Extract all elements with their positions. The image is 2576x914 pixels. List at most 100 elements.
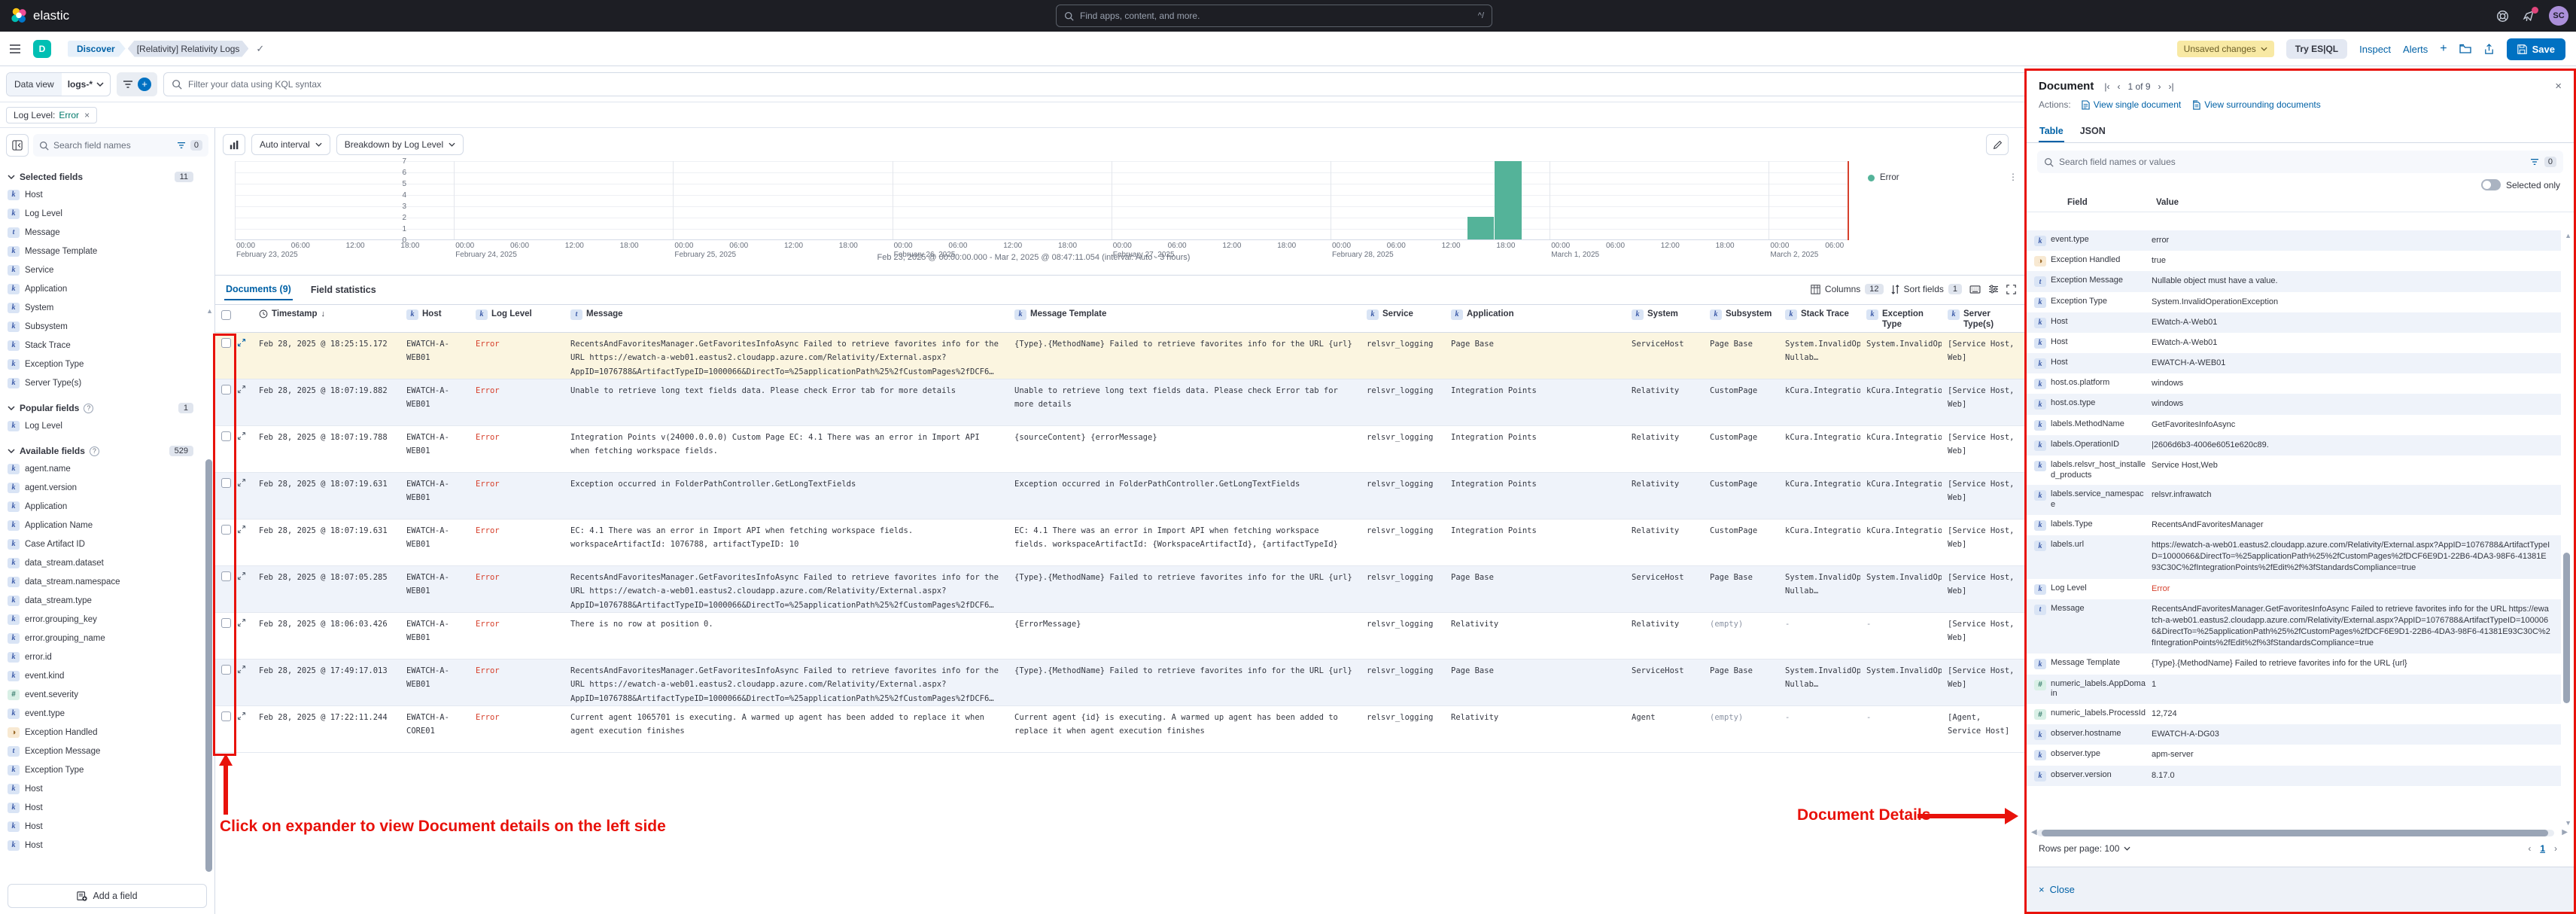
prev-doc-icon[interactable]: ‹ [2117, 81, 2120, 92]
filter-icon[interactable] [123, 80, 133, 89]
sidebar-field-item[interactable]: kServer Type(s) [0, 373, 214, 392]
sidebar-field-item[interactable]: kException Type [0, 355, 214, 373]
sidebar-field-item[interactable]: kService [0, 260, 214, 279]
field-name[interactable]: observer.version [2051, 770, 2152, 781]
expand-document-icon[interactable] [237, 478, 246, 487]
share-icon[interactable] [2483, 44, 2495, 55]
field-name[interactable]: labels.url [2051, 540, 2152, 550]
column-header-exception[interactable]: kException Type [1860, 305, 1942, 335]
field-name[interactable]: Exception Handled [2051, 255, 2152, 266]
first-doc-icon[interactable]: |‹ [2104, 81, 2109, 92]
sidebar-field-item[interactable]: kerror.grouping_key [0, 610, 214, 629]
sidebar-field-item[interactable]: kevent.kind [0, 666, 214, 685]
scroll-right-icon[interactable]: ▶ [2562, 828, 2568, 836]
field-name[interactable]: labels.Type [2051, 519, 2152, 530]
scrollbar-thumb[interactable] [2563, 553, 2570, 703]
add-field-button[interactable]: Add a field [8, 884, 207, 908]
panel-search-input[interactable]: Search field names or values 0 [2037, 151, 2563, 173]
column-header-message[interactable]: tMessage [564, 305, 1008, 324]
sidebar-field-item[interactable]: #event.severity [0, 685, 214, 704]
expand-document-icon[interactable] [237, 618, 246, 627]
sort-fields-button[interactable]: Sort fields 1 [1891, 284, 1962, 294]
expand-document-icon[interactable] [237, 385, 246, 394]
panel-vertical-scrollbar[interactable] [2563, 233, 2571, 825]
expand-document-icon[interactable] [237, 711, 246, 721]
edit-visualization-icon[interactable] [1986, 134, 2009, 155]
sidebar-field-item[interactable]: kMessage Template [0, 242, 214, 260]
prev-page-icon[interactable]: ‹ [2528, 843, 2531, 854]
add-filter-button[interactable]: + [138, 78, 151, 91]
chart-legend[interactable]: Error [1868, 173, 1899, 182]
display-options-icon[interactable] [1988, 285, 1999, 294]
interval-dropdown[interactable]: Auto interval [251, 134, 330, 155]
newsfeed-icon[interactable] [2523, 10, 2535, 23]
sidebar-field-item[interactable]: kApplication [0, 497, 214, 516]
column-header-service[interactable]: kService [1361, 305, 1445, 324]
alerts-link[interactable]: Alerts [2403, 44, 2428, 55]
sidebar-field-item[interactable]: kCase Artifact ID [0, 535, 214, 553]
histogram-bar[interactable] [1495, 161, 1521, 239]
scrollbar-thumb[interactable] [205, 459, 212, 872]
row-expander[interactable] [237, 385, 246, 394]
try-esql-button[interactable]: Try ES|QL [2286, 39, 2347, 59]
unsaved-changes-badge[interactable]: Unsaved changes [2177, 41, 2274, 57]
tab-table[interactable]: Table [2039, 121, 2064, 142]
last-doc-icon[interactable]: ›| [2169, 81, 2174, 92]
data-view-value[interactable]: logs-* [62, 79, 110, 90]
filter-pill-log-level[interactable]: Log Level: Error × [6, 107, 97, 123]
field-name[interactable]: host.os.type [2051, 398, 2152, 409]
sidebar-field-item[interactable]: kdata_stream.type [0, 591, 214, 610]
column-header-timestamp[interactable]: Timestamp↓ [253, 305, 400, 324]
next-doc-icon[interactable]: › [2158, 81, 2161, 92]
keyboard-icon[interactable] [1969, 285, 1981, 294]
sidebar-field-item[interactable]: ◑Exception Handled [0, 723, 214, 742]
current-page[interactable]: 1 [2540, 843, 2545, 854]
sidebar-section-header[interactable]: Popular fields?1 [0, 400, 214, 416]
sidebar-field-item[interactable]: kApplication Name [0, 516, 214, 535]
sidebar-field-item[interactable]: kHost [0, 779, 214, 798]
field-name[interactable]: host.os.platform [2051, 378, 2152, 388]
sidebar-field-item[interactable]: kLog Level [0, 416, 214, 435]
collapse-sidebar-button[interactable] [6, 134, 29, 157]
legend-menu-icon[interactable]: ⋮ [2009, 172, 2018, 182]
field-name[interactable]: labels.OperationID [2051, 440, 2152, 450]
expand-document-icon[interactable] [237, 431, 246, 440]
row-expander[interactable] [237, 711, 246, 721]
sidebar-field-item[interactable]: kHost [0, 836, 214, 855]
tab-field-statistics[interactable]: Field statistics [309, 279, 378, 300]
histogram-bar[interactable] [1467, 217, 1494, 239]
field-name[interactable]: Exception Type [2051, 297, 2152, 307]
global-search-input[interactable]: Find apps, content, and more. ^/ [1056, 5, 1492, 27]
column-header-subsystem[interactable]: kSubsystem [1704, 305, 1779, 324]
sidebar-field-item[interactable]: kException Type [0, 760, 214, 779]
columns-button[interactable]: Columns 12 [1811, 284, 1884, 294]
field-name[interactable]: event.type [2051, 235, 2152, 245]
inspect-link[interactable]: Inspect [2359, 44, 2391, 55]
field-name[interactable]: numeric_labels.ProcessId [2051, 708, 2152, 719]
field-search-input[interactable]: Search field names 0 [33, 134, 208, 157]
rows-per-page-dropdown[interactable]: Rows per page: 100 [2039, 843, 2130, 854]
tab-documents-[interactable]: Documents (9) [224, 278, 293, 300]
help-icon[interactable] [2496, 10, 2509, 23]
sidebar-section-header[interactable]: Available fields?529 [0, 443, 214, 459]
field-name[interactable]: labels.MethodName [2051, 419, 2152, 430]
view-surrounding-documents-link[interactable]: View surrounding documents [2191, 99, 2321, 110]
sidebar-field-item[interactable]: tMessage [0, 223, 214, 242]
sidebar-field-item[interactable]: kevent.type [0, 704, 214, 723]
sidebar-field-item[interactable]: kdata_stream.namespace [0, 572, 214, 591]
expand-document-icon[interactable] [237, 525, 246, 534]
column-header-stack[interactable]: kStack Trace [1779, 305, 1860, 324]
column-header-template[interactable]: kMessage Template [1008, 305, 1361, 324]
sidebar-field-item[interactable]: kagent.version [0, 478, 214, 497]
field-name[interactable]: Host [2051, 337, 2152, 348]
sidebar-field-item[interactable]: kerror.grouping_name [0, 629, 214, 647]
field-name[interactable]: Message [2051, 604, 2152, 614]
menu-hamburger-icon[interactable] [9, 44, 21, 54]
user-avatar[interactable]: SC [2549, 6, 2568, 26]
field-name[interactable]: Exception Message [2051, 276, 2152, 286]
new-item-button[interactable]: + [2440, 42, 2447, 56]
remove-filter-icon[interactable]: × [84, 110, 90, 120]
field-name[interactable]: Host [2051, 358, 2152, 368]
field-name[interactable]: labels.service_namespace [2051, 489, 2152, 510]
space-avatar[interactable]: D [33, 40, 51, 58]
